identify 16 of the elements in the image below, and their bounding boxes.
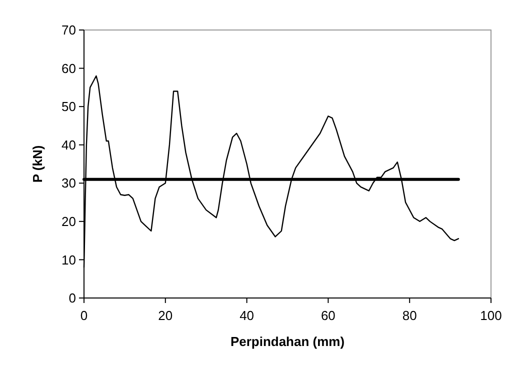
x-tick-label: 0 [80,308,88,323]
x-tick-label: 60 [320,308,336,323]
y-tick-label: 30 [62,176,76,191]
x-axis-title: Perpindahan (mm) [230,334,345,349]
x-tick-label: 80 [402,308,417,323]
y-tick-label: 50 [62,99,76,114]
y-tick-label: 20 [62,214,76,229]
y-tick-label: 10 [62,252,76,268]
y-tick-label: 60 [62,60,76,76]
y-tick-label: 40 [62,137,76,152]
y-tick-label: 0 [68,290,76,306]
y-tick-label: 70 [62,22,76,38]
y-axis-title: P (kN) [30,145,45,183]
x-tick-label: 40 [240,308,254,323]
x-tick-label: 100 [480,308,502,323]
x-tick-label: 20 [158,308,173,323]
